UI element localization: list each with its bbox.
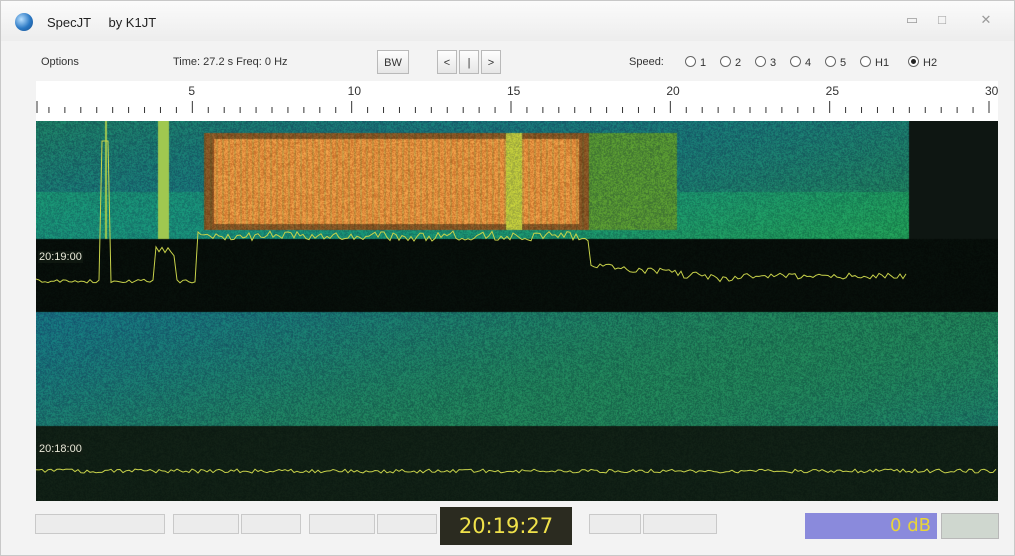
speed-radio-label: H2 — [923, 57, 938, 69]
radio-dot-icon — [720, 56, 731, 67]
trace-upper — [36, 140, 907, 284]
speed-radio-1[interactable]: 1 — [685, 56, 706, 69]
scroll-right-button[interactable]: > — [481, 50, 501, 74]
waterfall-canvas — [36, 121, 998, 501]
speed-radio-5[interactable]: 5 — [825, 56, 846, 69]
scale-label: 20 — [666, 84, 680, 98]
status-field — [173, 514, 239, 534]
speed-radio-label: H1 — [875, 57, 890, 69]
status-field — [643, 514, 717, 534]
minimize-icon[interactable]: ▭ — [905, 12, 919, 27]
speed-radio-label: 1 — [700, 57, 707, 69]
options-menu[interactable]: Options — [41, 56, 79, 68]
radio-dot-icon — [860, 56, 871, 67]
speed-radio-label: 3 — [770, 57, 777, 69]
frequency-scale: 5 10 15 20 25 30 — [36, 81, 999, 121]
scale-ticks: 5 10 15 20 25 30 — [36, 84, 999, 113]
speed-radio-label: 2 — [735, 57, 742, 69]
title-bar: SpecJT by K1JT ▭ □ ✕ — [1, 1, 1014, 41]
app-name: SpecJT — [47, 15, 91, 30]
scroll-left-button[interactable]: < — [437, 50, 457, 74]
speed-label: Speed: — [629, 56, 664, 68]
trace-lower — [36, 468, 997, 474]
status-bar — [1, 501, 1014, 555]
speed-radio-label: 5 — [840, 57, 847, 69]
radio-dot-icon — [908, 56, 919, 67]
scale-label: 25 — [826, 84, 840, 98]
level-meter-aux — [941, 513, 999, 539]
toolbar: Options Time: 27.2 s Freq: 0 Hz BW < | >… — [13, 45, 1003, 77]
speed-radio-2[interactable]: 2 — [720, 56, 741, 69]
time-freq-readout: Time: 27.2 s Freq: 0 Hz — [173, 56, 288, 68]
scroll-center-button[interactable]: | — [459, 50, 479, 74]
waterfall-display[interactable]: 20:19:00 20:18:00 — [36, 121, 998, 501]
status-field — [35, 514, 165, 534]
scale-label: 5 — [188, 84, 195, 98]
speed-radio-h1[interactable]: H1 — [860, 56, 889, 69]
bw-button[interactable]: BW — [377, 50, 409, 74]
status-field — [589, 514, 641, 534]
speed-radio-label: 4 — [805, 57, 812, 69]
timestamp-label: 20:19:00 — [38, 251, 83, 263]
radio-dot-icon — [790, 56, 801, 67]
radio-dot-icon — [685, 56, 696, 67]
timestamp-label: 20:18:00 — [38, 443, 83, 455]
window-title: SpecJT by K1JT — [47, 15, 156, 30]
scale-label: 10 — [348, 84, 362, 98]
utc-clock: 20:19:27 — [440, 507, 572, 545]
globe-icon — [15, 13, 33, 31]
level-readout: 0 dB — [890, 515, 931, 536]
speed-radio-4[interactable]: 4 — [790, 56, 811, 69]
maximize-icon[interactable]: □ — [938, 12, 946, 27]
close-icon[interactable]: ✕ — [980, 12, 992, 27]
radio-dot-icon — [825, 56, 836, 67]
status-field — [241, 514, 301, 534]
app-author: by K1JT — [108, 15, 157, 30]
speed-radio-h2[interactable]: H2 — [908, 56, 937, 69]
level-meter: 0 dB — [805, 513, 937, 539]
radio-dot-icon — [755, 56, 766, 67]
status-field — [377, 514, 437, 534]
scale-label: 15 — [507, 84, 521, 98]
power-traces — [36, 140, 997, 474]
speed-radio-3[interactable]: 3 — [755, 56, 776, 69]
scale-label: 30 — [985, 84, 998, 98]
status-field — [309, 514, 375, 534]
